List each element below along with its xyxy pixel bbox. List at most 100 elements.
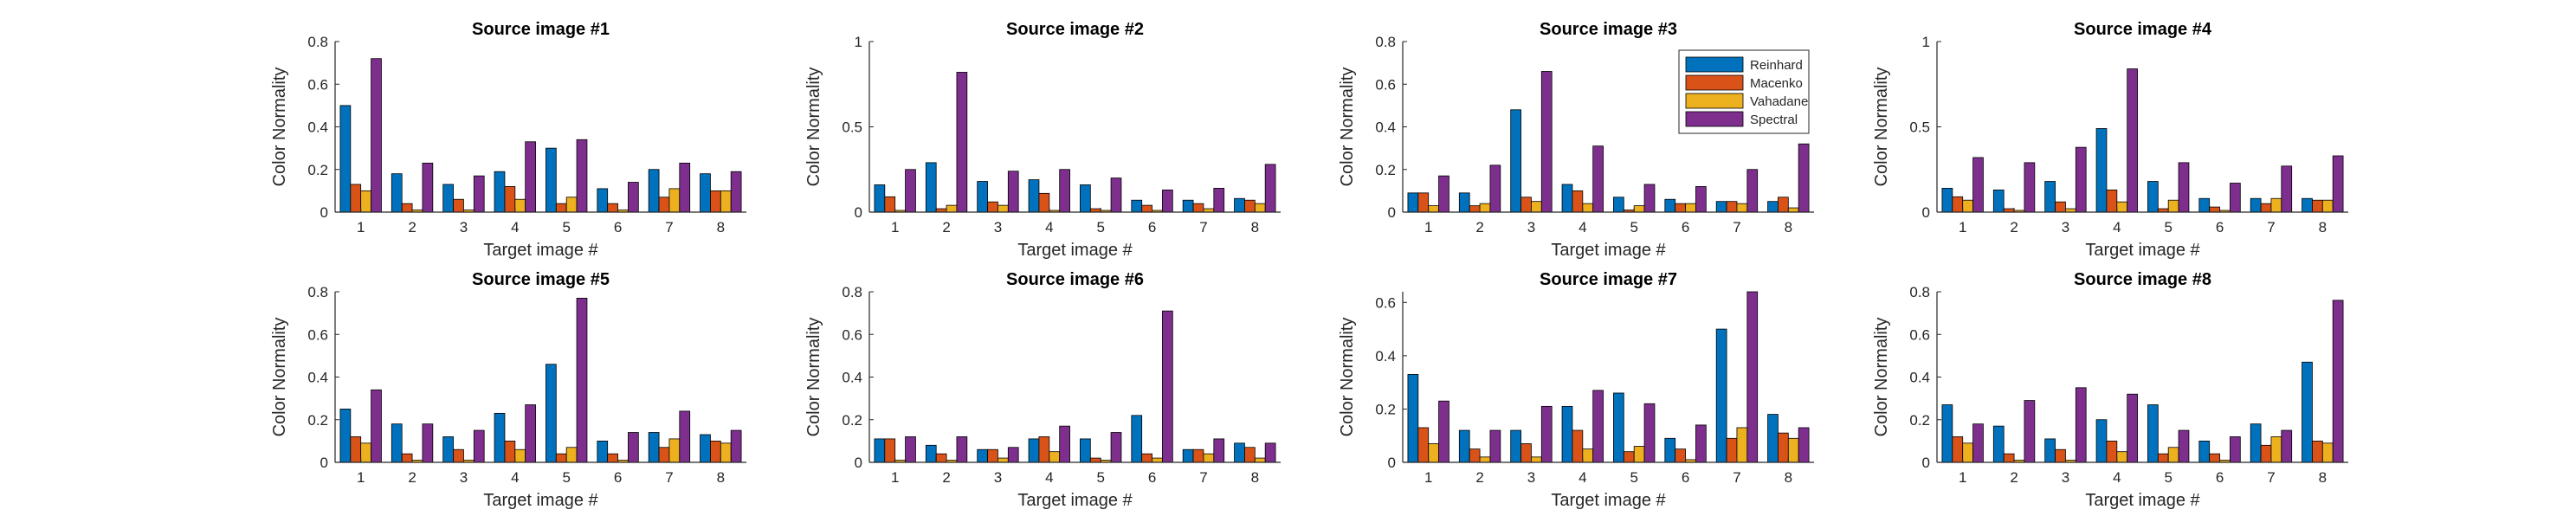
bar-vahadane-8 (2321, 442, 2334, 463)
bar-spectral-5 (1110, 432, 1122, 463)
bar-spectral-2 (422, 423, 434, 463)
bar-macenko-3 (2055, 448, 2066, 463)
bar-spectral-5 (1643, 403, 1656, 463)
bar-reinhard-6 (597, 440, 609, 463)
bar-vahadane-1 (1962, 199, 1973, 213)
bar-macenko-4 (1038, 436, 1050, 463)
bar-spectral-8 (2332, 155, 2344, 213)
x-tick-label: 2 (2010, 469, 2018, 486)
y-tick-label: 0.4 (307, 119, 328, 136)
bar-vahadane-1 (1962, 442, 1973, 463)
bar-vahadane-4 (2116, 451, 2128, 463)
y-axis-label: Color Normality (804, 68, 823, 187)
bar-reinhard-2 (1458, 192, 1470, 213)
x-tick-label: 6 (1148, 469, 1156, 486)
x-tick-label: 3 (1527, 219, 1535, 235)
y-tick-label: 0.8 (1375, 34, 1396, 50)
y-tick-label: 0 (1922, 455, 1930, 471)
bar-spectral-1 (905, 169, 916, 213)
x-tick-label: 4 (2113, 219, 2121, 235)
bar-reinhard-2 (391, 173, 403, 213)
bar-reinhard-1 (1941, 188, 1953, 213)
y-axis-label: Color Normality (270, 318, 289, 437)
bar-macenko-4 (504, 440, 516, 463)
legend-label-vahadane: Vahadane (1750, 94, 1808, 109)
x-tick-label: 3 (1527, 469, 1535, 486)
y-tick-label: 0.4 (1909, 370, 1930, 386)
bar-macenko-4 (2106, 189, 2118, 213)
x-tick-label: 3 (2062, 219, 2069, 235)
x-tick-label: 5 (2164, 219, 2172, 235)
bar-spectral-1 (1438, 400, 1449, 463)
bar-macenko-3 (453, 198, 464, 213)
chart-title: Source image #3 (1540, 20, 1677, 39)
bar-spectral-1 (1972, 157, 1984, 213)
y-tick-label: 0.6 (1909, 326, 1930, 343)
x-axis-label: Target image # (2085, 491, 2200, 510)
bar-spectral-3 (473, 429, 485, 463)
bar-vahadane-8 (720, 442, 732, 463)
bar-reinhard-8 (700, 434, 711, 463)
bar-spectral-2 (956, 72, 968, 213)
x-tick-label: 8 (2319, 469, 2327, 486)
bar-macenko-6 (607, 203, 618, 213)
x-tick-label: 8 (1251, 219, 1259, 235)
bar-spectral-6 (628, 432, 639, 463)
bar-vahadane-4 (514, 198, 526, 213)
legend: Reinhard Macenko Vahadane Spectral (1678, 49, 1810, 134)
bar-macenko-5 (555, 453, 567, 463)
bar-spectral-2 (422, 162, 434, 213)
x-tick-label: 7 (2267, 219, 2275, 235)
y-tick-label: 0 (855, 204, 862, 221)
plot-area (335, 292, 746, 462)
bar-macenko-3 (1520, 197, 1532, 213)
x-tick-label: 5 (1096, 469, 1104, 486)
legend-swatch-spectral (1685, 111, 1744, 127)
chart-title: Source image #6 (1006, 270, 1144, 289)
x-tick-label: 8 (1785, 469, 1792, 486)
bar-spectral-3 (1540, 71, 1553, 213)
x-tick-label: 8 (1785, 219, 1792, 235)
bar-macenko-6 (1141, 453, 1152, 463)
y-tick-label: 0 (1388, 455, 1396, 471)
y-tick-label: 0.5 (842, 119, 862, 136)
bar-reinhard-5 (546, 147, 557, 213)
bar-macenko-6 (1141, 204, 1152, 213)
x-axis-label: Target image # (2085, 241, 2200, 260)
bar-macenko-6 (1675, 203, 1686, 213)
chart-8: 0 0.2 0.4 0.6 0.8 1 2 3 4 5 6 7 8 Source image #8 Targ… (1872, 270, 2348, 510)
bar-reinhard-2 (925, 444, 937, 463)
x-tick-label: 1 (891, 469, 899, 486)
x-tick-label: 6 (614, 219, 622, 235)
bar-macenko-8 (1244, 199, 1256, 213)
bar-spectral-8 (730, 429, 742, 463)
x-tick-label: 3 (994, 219, 1002, 235)
bar-vahadane-5 (1633, 446, 1645, 463)
bar-spectral-4 (1059, 425, 1070, 463)
bar-reinhard-7 (1715, 201, 1727, 213)
bar-vahadane-3 (1531, 201, 1542, 213)
bar-macenko-3 (2055, 201, 2066, 213)
bar-macenko-2 (1469, 448, 1481, 463)
bar-reinhard-2 (391, 423, 403, 463)
y-tick-label: 0.6 (307, 326, 328, 343)
bar-spectral-6 (2230, 436, 2241, 463)
bar-spectral-5 (576, 139, 588, 213)
bar-reinhard-6 (2198, 440, 2211, 463)
chart-title: Source image #5 (472, 270, 610, 289)
bar-reinhard-3 (1510, 109, 1521, 213)
bar-spectral-7 (1746, 291, 1759, 463)
bar-reinhard-5 (1080, 438, 1091, 463)
bar-reinhard-5 (2147, 404, 2159, 463)
bar-spectral-8 (1264, 164, 1276, 213)
plot-area (1937, 42, 2348, 212)
bar-spectral-5 (2178, 429, 2190, 463)
y-tick-label: 0.2 (307, 162, 328, 178)
bar-macenko-8 (710, 440, 721, 463)
y-tick-label: 0.8 (1909, 284, 1930, 300)
bar-spectral-2 (1489, 429, 1501, 463)
bar-spectral-1 (371, 389, 382, 463)
x-tick-label: 6 (2216, 469, 2224, 486)
bar-spectral-5 (576, 297, 588, 463)
x-axis-label: Target image # (1017, 491, 1133, 510)
